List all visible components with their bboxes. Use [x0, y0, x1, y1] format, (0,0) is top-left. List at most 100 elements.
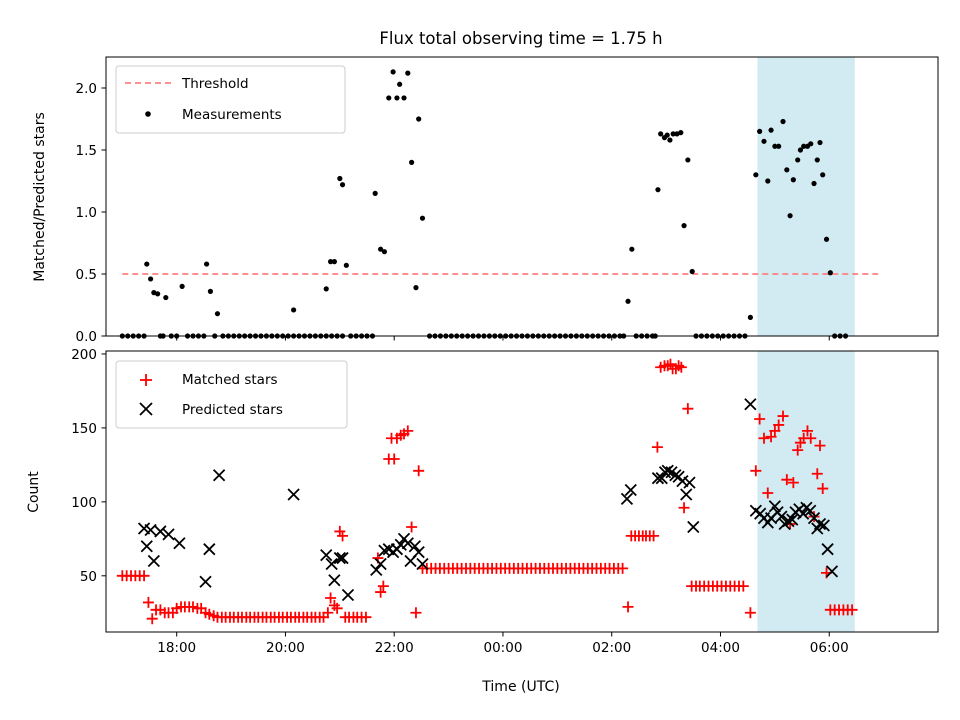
measurements-point	[787, 213, 793, 219]
matched-stars-point	[750, 465, 762, 477]
predicted-stars-point	[341, 588, 355, 602]
matched-stars-point	[142, 596, 154, 608]
measurements-point	[681, 223, 687, 229]
matched-stars-point	[773, 419, 785, 431]
bottom-x-tick-label: 02:00	[592, 640, 631, 656]
matched-stars-point	[769, 425, 781, 437]
measurements-point	[753, 172, 759, 178]
measurements-point	[765, 178, 771, 184]
bottom-x-tick-label: 22:00	[375, 640, 414, 656]
predicted-stars-point	[212, 469, 226, 482]
top-highlight-span	[757, 57, 855, 336]
predicted-stars-point	[744, 398, 757, 411]
measurements-point	[768, 127, 774, 133]
matched-stars-point	[808, 511, 820, 523]
top-marks	[119, 69, 879, 339]
matched-stars-point	[675, 361, 687, 373]
predicted-stars-point	[821, 543, 834, 556]
predicted-stars-point	[680, 488, 693, 501]
measurements-point	[214, 311, 221, 317]
measurements-point	[820, 172, 826, 178]
matched-stars-point	[744, 607, 756, 619]
threshold-legend-label: Threshold	[181, 76, 249, 92]
matched-stars-point	[792, 444, 804, 456]
predicted-stars-point	[333, 551, 346, 565]
matched-stars-point	[737, 580, 749, 592]
measurements-point	[761, 138, 767, 144]
matched-stars-point	[331, 602, 343, 614]
measurements-point	[397, 81, 403, 87]
measurements-point	[144, 261, 150, 267]
bottom-y-tick-label: 100	[71, 495, 97, 511]
measurements-point	[147, 276, 154, 282]
predicted-stars-point	[412, 546, 425, 559]
top-y-axis-label: Matched/Predicted stars	[32, 112, 48, 282]
predicted-stars-point	[140, 540, 153, 553]
measurements-point	[401, 95, 407, 101]
matched-stars-point	[617, 562, 629, 574]
measurements-point	[817, 139, 823, 146]
matched-stars-point	[322, 607, 334, 619]
predicted-stars-point	[147, 554, 160, 568]
bottom-y-tick-label: 200	[71, 347, 97, 363]
top-legend-box	[115, 65, 346, 134]
matched-stars-point	[801, 425, 813, 437]
matched-stars-point	[375, 586, 387, 598]
matched-stars-point	[337, 530, 349, 542]
top-y-tick-label: 0.5	[76, 267, 97, 283]
predicted-stars-point	[683, 476, 696, 489]
matched-stars-point	[682, 403, 694, 415]
matched-stars-point	[402, 425, 414, 437]
bottom-legend-box	[115, 360, 348, 429]
measurements-point	[811, 180, 817, 187]
measurements-point	[416, 116, 422, 122]
measurements-point	[790, 177, 796, 183]
measurements-legend-label: Measurements	[182, 107, 282, 123]
matched-stars-point	[622, 601, 634, 613]
measurements-point	[339, 182, 346, 188]
bottom-y-ticks: 50 100 150 200	[71, 347, 106, 585]
predicted-stars-point	[768, 500, 781, 513]
measurements-point	[386, 95, 392, 101]
matched-stars-point	[777, 410, 789, 422]
measurements-point	[664, 132, 670, 138]
predicted-stars-point	[775, 510, 788, 523]
x-axis-label: Time (UTC)	[481, 679, 559, 695]
measurements-point	[797, 147, 804, 153]
bottom-x-tick-label: 00:00	[484, 640, 523, 656]
matched-stars-point	[388, 453, 400, 465]
measurements-point	[629, 246, 635, 252]
measurements-point	[678, 130, 684, 136]
measurements-point	[331, 259, 337, 265]
measurements-point	[207, 288, 214, 294]
measurements-point	[780, 118, 786, 125]
predicted-stars-point	[620, 492, 634, 506]
matched-stars-point	[138, 570, 150, 582]
top-y-tick-label: 2.0	[76, 81, 97, 97]
predicted-stars-point	[813, 517, 827, 531]
matched-stars-point	[360, 611, 372, 623]
predicted-stars-point	[786, 513, 799, 526]
matched-stars-point	[410, 607, 422, 619]
measurements-point	[405, 70, 411, 76]
bottom-legend: Matched stars Predicted stars	[115, 360, 348, 429]
top-x-ticks	[176, 336, 830, 341]
bottom-x-ticks: 18:00 20:00 22:00 00:00 02:00 04:00 06:00	[157, 632, 849, 656]
measurements-point	[155, 291, 161, 297]
measurements-point	[390, 69, 396, 75]
predicted-stars-point	[624, 483, 637, 497]
predicted-stars-point	[687, 520, 700, 534]
matched-stars-point	[817, 483, 829, 495]
matched-stars-point	[846, 604, 858, 616]
matched-stars-point	[146, 613, 158, 625]
bottom-marks	[116, 358, 858, 625]
predicted-stars-point	[804, 504, 817, 517]
top-plot-frame	[105, 56, 939, 337]
measurements-point	[419, 215, 426, 221]
matched-stars-point	[814, 440, 826, 452]
predicted-stars-point	[144, 523, 157, 537]
top-chart-title: Flux total observing time = 1.75 h	[379, 29, 662, 48]
predicted-stars-point	[401, 537, 414, 550]
matched-stars-point	[787, 477, 799, 489]
